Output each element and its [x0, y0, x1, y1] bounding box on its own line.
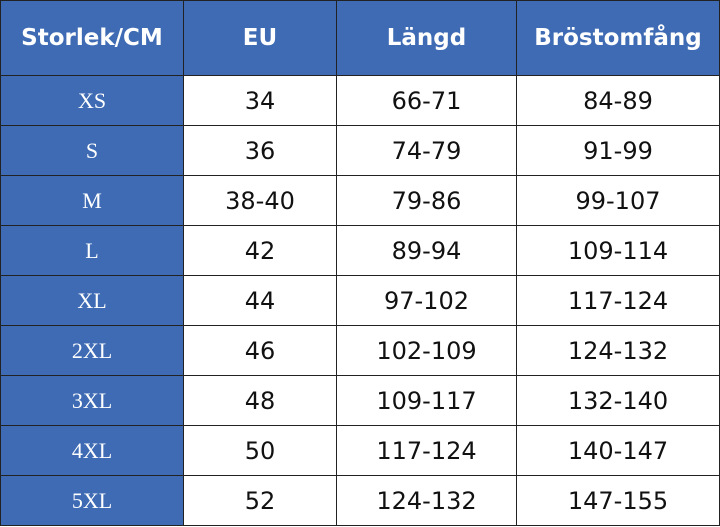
size-cell: 2XL	[0, 325, 184, 376]
table-row: 5XL 52 124-132 147-155	[0, 475, 720, 526]
header-cell: Bröstomfång	[516, 0, 720, 76]
table-cell: 124-132	[336, 475, 517, 526]
table-cell: 74-79	[336, 125, 517, 176]
size-cell: S	[0, 125, 184, 176]
table-row: S 36 74-79 91-99	[0, 125, 720, 176]
table-row: L 42 89-94 109-114	[0, 225, 720, 276]
table-row: 2XL 46 102-109 124-132	[0, 325, 720, 376]
table-cell: 117-124	[516, 275, 720, 326]
table-cell: 99-107	[516, 175, 720, 226]
table-body: XS 34 66-71 84-89 S 36 74-79 91-99 M 38-40 79-86 99…	[0, 75, 720, 526]
table-cell: 91-99	[516, 125, 720, 176]
table-cell: 109-117	[336, 375, 517, 426]
table-cell: 46	[183, 325, 337, 376]
size-cell: XL	[0, 275, 184, 326]
table-cell: 140-147	[516, 425, 720, 476]
header-cell: EU	[183, 0, 337, 76]
table-row: 3XL 48 109-117 132-140	[0, 375, 720, 426]
table-cell: 66-71	[336, 75, 517, 126]
size-cell: XS	[0, 75, 184, 126]
table-cell: 102-109	[336, 325, 517, 376]
table-cell: 50	[183, 425, 337, 476]
table-cell: 97-102	[336, 275, 517, 326]
header-cell: Storlek/CM	[0, 0, 184, 76]
table-cell: 44	[183, 275, 337, 326]
size-cell: M	[0, 175, 184, 226]
size-cell: 5XL	[0, 475, 184, 526]
table-cell: 124-132	[516, 325, 720, 376]
table-cell: 147-155	[516, 475, 720, 526]
table-cell: 52	[183, 475, 337, 526]
table-row: 4XL 50 117-124 140-147	[0, 425, 720, 476]
header-row: Storlek/CM EU Längd Bröstomfång	[0, 0, 720, 76]
table-cell: 48	[183, 375, 337, 426]
size-cell: 3XL	[0, 375, 184, 426]
table-cell: 34	[183, 75, 337, 126]
table-cell: 117-124	[336, 425, 517, 476]
table-cell: 42	[183, 225, 337, 276]
header-cell: Längd	[336, 0, 517, 76]
table-row: XL 44 97-102 117-124	[0, 275, 720, 326]
table-cell: 79-86	[336, 175, 517, 226]
table-cell: 38-40	[183, 175, 337, 226]
table-cell: 132-140	[516, 375, 720, 426]
table-cell: 84-89	[516, 75, 720, 126]
table-cell: 109-114	[516, 225, 720, 276]
table-row: XS 34 66-71 84-89	[0, 75, 720, 126]
size-cell: L	[0, 225, 184, 276]
table-row: M 38-40 79-86 99-107	[0, 175, 720, 226]
size-cell: 4XL	[0, 425, 184, 476]
table-cell: 89-94	[336, 225, 517, 276]
table-cell: 36	[183, 125, 337, 176]
